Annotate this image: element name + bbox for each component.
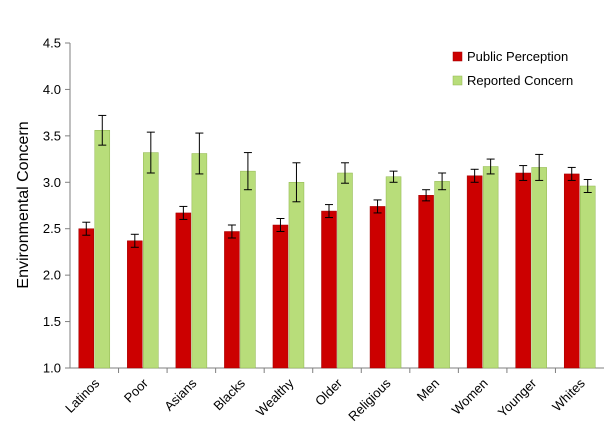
x-category-label: Women (449, 376, 491, 418)
y-tick-label: 2.0 (43, 268, 61, 283)
bar-public-perception-older (321, 210, 337, 369)
bars-layer (78, 130, 596, 369)
x-category-label: Men (414, 376, 442, 404)
error-bars-layer (82, 114, 592, 248)
bar-reported-concern-religious (385, 176, 402, 369)
y-tick-label: 4.0 (43, 82, 61, 97)
bar-public-perception-blacks (224, 231, 240, 369)
x-category-label: Older (312, 375, 346, 409)
legend-swatch (452, 51, 463, 62)
bar-reported-concern-poor (143, 152, 159, 369)
labels-layer: 1.0 1.5 2.0 2.5 3.0 3.5 4.0 4.5 Latinos Poor Asian… (43, 36, 588, 424)
bar-public-perception-religious (369, 206, 386, 369)
legend-swatch (452, 75, 463, 86)
y-axis-title: Environmental Concern (15, 121, 32, 288)
legend: Public Perception Reported Concern (452, 49, 573, 88)
error-bar-public-perception-blacks (227, 224, 236, 239)
x-category-label: Religious (345, 375, 394, 424)
y-tick-label: 4.5 (43, 36, 61, 51)
error-bar-public-perception-younger (519, 165, 528, 181)
bar-reported-concern-older (337, 172, 353, 369)
bar-public-perception-men (418, 195, 434, 369)
bar-reported-concern-women (482, 166, 499, 369)
error-bar-reported-concern-latinos (98, 114, 107, 146)
error-bar-public-perception-older (325, 204, 333, 219)
error-bar-public-perception-men (422, 189, 431, 202)
error-bar-reported-concern-younger (535, 153, 544, 181)
bar-reported-concern-wealthy (288, 182, 305, 369)
error-bar-reported-concern-asians (195, 132, 204, 175)
error-bar-public-perception-latinos (82, 221, 91, 236)
error-bar-reported-concern-blacks (243, 152, 252, 191)
bar-public-perception-wealthy (272, 224, 289, 369)
error-bar-public-perception-women (470, 168, 479, 183)
y-tick-label: 3.5 (43, 128, 61, 143)
y-tick-label: 1.5 (43, 314, 61, 329)
error-bar-public-perception-religious (373, 199, 382, 214)
legend-label: Public Perception (467, 49, 568, 64)
error-bar-reported-concern-wealthy (292, 162, 301, 203)
axes-layer (65, 42, 604, 373)
bar-reported-concern-latinos (94, 130, 111, 369)
bar-public-perception-poor (127, 240, 143, 369)
error-bar-public-perception-wealthy (276, 218, 285, 232)
y-tick-label: 2.5 (43, 221, 61, 236)
x-category-label: Blacks (210, 375, 248, 413)
error-bar-reported-concern-religious (389, 170, 398, 183)
x-category-label: Wealthy (253, 375, 297, 419)
bar-public-perception-asians (175, 212, 192, 369)
error-bar-public-perception-whites (567, 166, 576, 181)
bar-public-perception-younger (515, 172, 531, 369)
error-bar-public-perception-poor (130, 233, 139, 248)
error-bar-reported-concern-women (486, 158, 495, 175)
x-category-label: Asians (161, 375, 200, 414)
bar-reported-concern-whites (579, 185, 596, 369)
bar-reported-concern-men (434, 181, 450, 369)
bar-public-perception-latinos (78, 228, 95, 369)
error-bar-reported-concern-poor (146, 131, 155, 174)
error-bar-reported-concern-older (341, 162, 349, 184)
x-category-label: Poor (121, 375, 151, 405)
error-bar-reported-concern-whites (583, 179, 592, 193)
bar-reported-concern-younger (531, 167, 547, 369)
x-category-label: Whites (549, 375, 588, 414)
y-tick-label: 3.0 (43, 175, 61, 190)
bar-reported-concern-asians (191, 153, 208, 369)
error-bar-reported-concern-men (438, 172, 447, 191)
bar-reported-concern-blacks (240, 170, 256, 369)
error-bar-public-perception-asians (179, 205, 188, 220)
y-tick-label: 1.0 (43, 361, 61, 376)
bar-public-perception-whites (563, 173, 580, 369)
x-category-label: Latinos (62, 375, 103, 416)
bar-public-perception-women (466, 175, 483, 369)
x-category-label: Younger (495, 375, 540, 420)
legend-label: Reported Concern (467, 73, 573, 88)
